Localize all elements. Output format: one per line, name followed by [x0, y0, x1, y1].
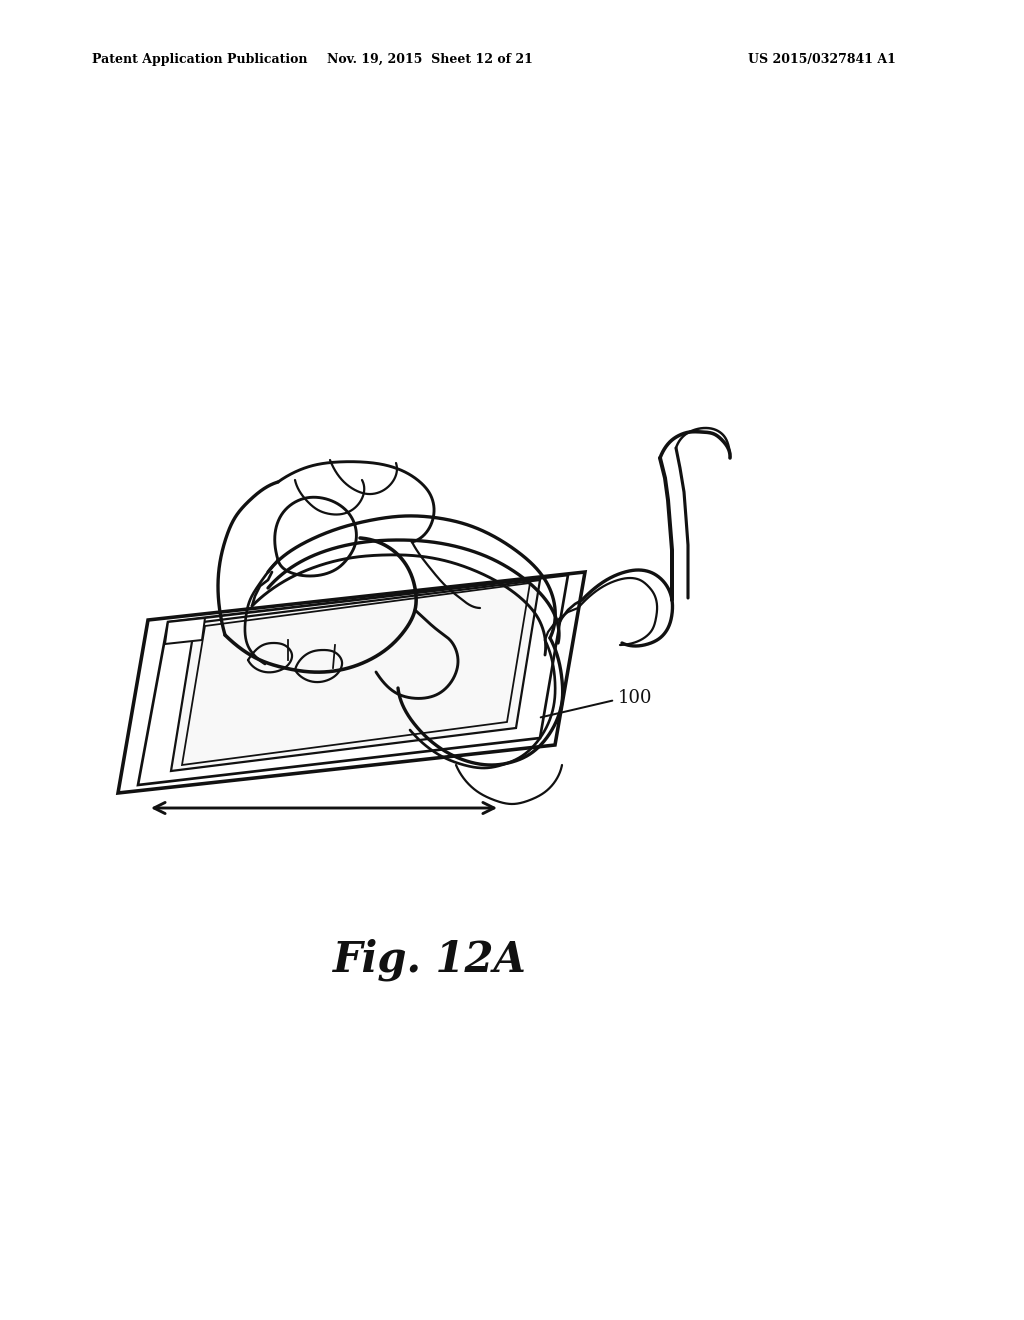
Text: Nov. 19, 2015  Sheet 12 of 21: Nov. 19, 2015 Sheet 12 of 21 [327, 53, 534, 66]
Polygon shape [171, 579, 540, 771]
Text: Fig. 12A: Fig. 12A [333, 939, 527, 981]
Text: Patent Application Publication: Patent Application Publication [92, 53, 307, 66]
Text: 100: 100 [618, 689, 652, 708]
Text: US 2015/0327841 A1: US 2015/0327841 A1 [748, 53, 895, 66]
Polygon shape [165, 618, 205, 644]
Polygon shape [138, 576, 568, 785]
Polygon shape [118, 572, 585, 793]
